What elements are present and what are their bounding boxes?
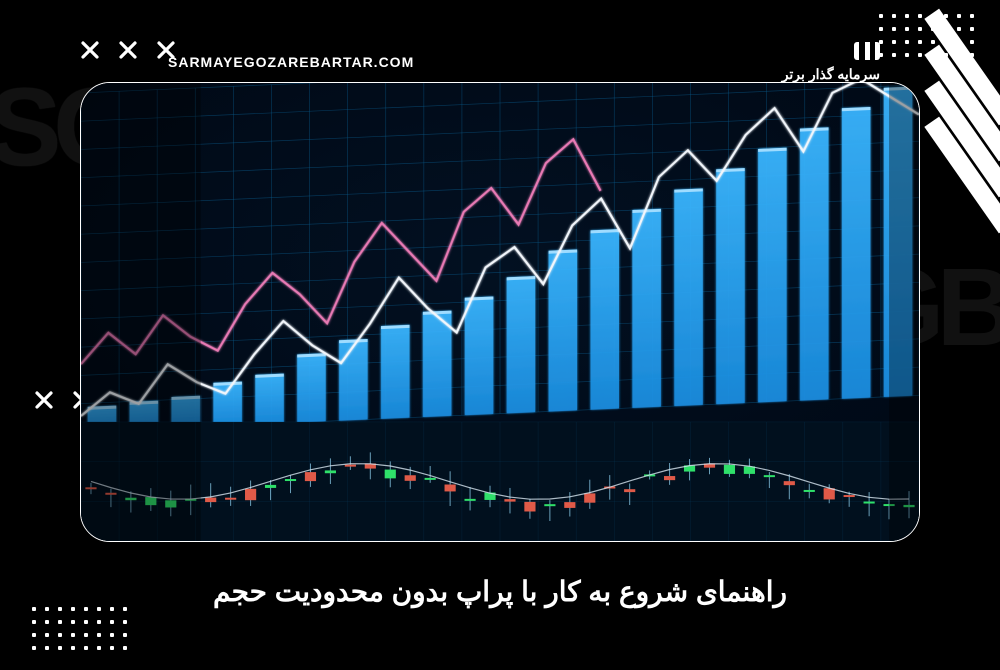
title-emph: حجم bbox=[213, 576, 267, 607]
chart-card bbox=[80, 82, 920, 542]
dot-grid-bottom-left bbox=[32, 607, 127, 650]
x-cluster-top bbox=[80, 40, 176, 60]
brand-name: سرمایه گذار برتر bbox=[782, 66, 880, 82]
page-title: راهنمای شروع به کار با پراپ بدون محدودیت… bbox=[0, 575, 1000, 608]
header: SARMAYEGOZAREBARTAR.COM سرمایه گذار برتر bbox=[168, 42, 880, 83]
title-main: راهنمای شروع به کار با پراپ بدون محدودیت bbox=[267, 576, 787, 607]
diagonal-stripes bbox=[934, 88, 996, 238]
composite-chart bbox=[81, 83, 919, 541]
brand-url: SARMAYEGOZAREBARTAR.COM bbox=[168, 54, 414, 70]
logo-icon bbox=[854, 42, 880, 60]
brand-logo: سرمایه گذار برتر bbox=[782, 42, 880, 83]
